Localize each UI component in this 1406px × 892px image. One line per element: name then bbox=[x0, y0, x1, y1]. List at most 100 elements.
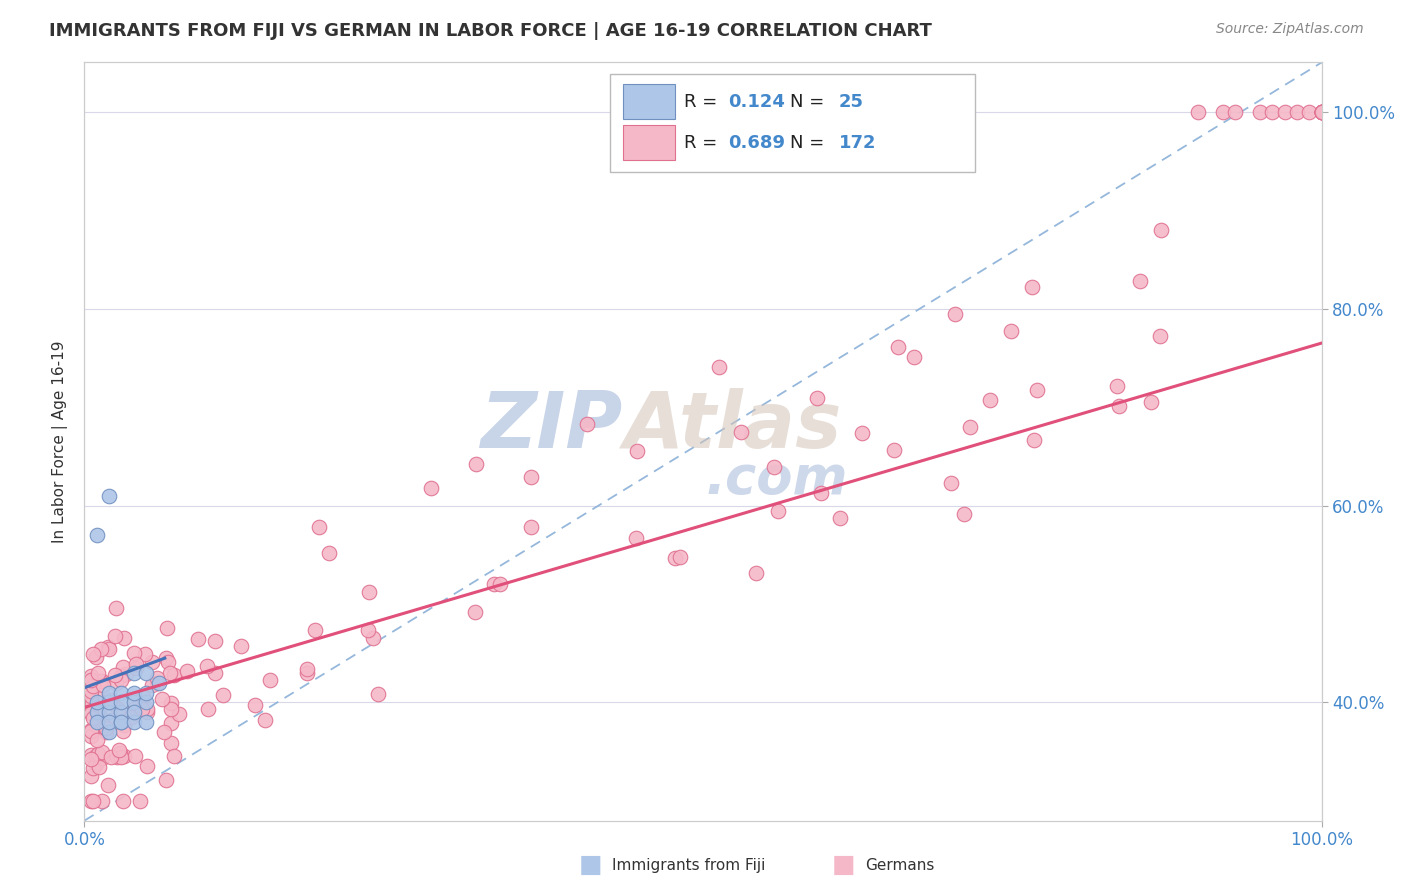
Text: ZIP: ZIP bbox=[481, 388, 623, 465]
Point bbox=[79, 794, 101, 808]
Point bbox=[90, 642, 112, 657]
Point bbox=[91, 678, 114, 692]
Point bbox=[1140, 395, 1163, 409]
Point bbox=[114, 666, 136, 681]
FancyBboxPatch shape bbox=[623, 126, 675, 161]
Point bbox=[110, 668, 132, 682]
Point bbox=[97, 640, 120, 654]
Point bbox=[105, 676, 128, 690]
Point bbox=[806, 391, 828, 405]
Point bbox=[79, 673, 101, 688]
Point bbox=[104, 628, 127, 642]
Point bbox=[104, 601, 127, 615]
Point bbox=[1310, 104, 1333, 119]
Point bbox=[90, 674, 112, 689]
Point bbox=[187, 632, 209, 646]
Point bbox=[79, 706, 101, 720]
Point bbox=[367, 687, 389, 701]
Point bbox=[1187, 104, 1209, 119]
Point bbox=[135, 696, 157, 710]
Point bbox=[79, 769, 101, 783]
Point bbox=[624, 532, 647, 546]
Point bbox=[79, 752, 101, 766]
Point bbox=[98, 725, 121, 739]
Point bbox=[204, 633, 226, 648]
Point bbox=[1310, 104, 1333, 119]
Point bbox=[82, 679, 104, 693]
Text: Source: ZipAtlas.com: Source: ZipAtlas.com bbox=[1216, 22, 1364, 37]
Text: 0.689: 0.689 bbox=[728, 134, 785, 152]
Point bbox=[1021, 280, 1043, 294]
Point bbox=[107, 701, 129, 715]
Point bbox=[295, 662, 318, 676]
Point bbox=[135, 715, 157, 730]
Point bbox=[520, 519, 543, 533]
Point bbox=[959, 420, 981, 434]
Point bbox=[197, 702, 219, 716]
Point bbox=[160, 736, 183, 750]
Point bbox=[1105, 378, 1128, 392]
Point bbox=[304, 624, 326, 638]
Point bbox=[98, 685, 121, 699]
Point bbox=[157, 655, 180, 669]
Point bbox=[1149, 328, 1171, 343]
Point bbox=[176, 665, 198, 679]
Point bbox=[361, 632, 384, 646]
Point bbox=[90, 794, 112, 808]
Point bbox=[98, 715, 121, 730]
Point bbox=[1212, 104, 1234, 119]
Point bbox=[86, 715, 108, 730]
Point bbox=[1310, 104, 1333, 119]
Point bbox=[979, 392, 1001, 407]
Point bbox=[86, 733, 108, 747]
Point bbox=[465, 457, 488, 471]
Point bbox=[124, 701, 146, 715]
Text: N =: N = bbox=[790, 134, 830, 152]
Point bbox=[883, 442, 905, 457]
Point bbox=[112, 631, 135, 645]
Point bbox=[134, 647, 156, 661]
Point bbox=[79, 706, 101, 721]
Point bbox=[626, 444, 648, 458]
Point bbox=[79, 692, 101, 706]
Point bbox=[136, 759, 159, 773]
Point bbox=[810, 486, 832, 500]
Point bbox=[148, 675, 170, 690]
Point bbox=[122, 715, 145, 730]
Text: R =: R = bbox=[685, 134, 724, 152]
Point bbox=[86, 690, 108, 704]
Text: ■: ■ bbox=[832, 854, 855, 877]
Point bbox=[212, 688, 235, 702]
Point bbox=[1261, 104, 1284, 119]
FancyBboxPatch shape bbox=[623, 85, 675, 120]
Point bbox=[91, 751, 114, 765]
Point bbox=[84, 649, 107, 664]
Point bbox=[86, 717, 108, 731]
Point bbox=[87, 747, 110, 761]
Point bbox=[82, 794, 104, 808]
Point bbox=[98, 489, 121, 503]
Point bbox=[153, 725, 176, 739]
Point bbox=[136, 702, 159, 716]
Point bbox=[107, 750, 129, 764]
Point bbox=[1310, 104, 1333, 119]
Point bbox=[159, 716, 181, 731]
Point bbox=[79, 689, 101, 703]
Point bbox=[101, 696, 124, 710]
Point bbox=[1310, 104, 1333, 119]
Point bbox=[1310, 104, 1333, 119]
Point bbox=[112, 749, 135, 764]
Point bbox=[162, 667, 184, 681]
Point bbox=[707, 360, 730, 375]
Point bbox=[146, 675, 169, 690]
Point bbox=[131, 702, 153, 716]
Point bbox=[100, 693, 122, 707]
Point bbox=[110, 715, 132, 730]
Point bbox=[318, 545, 340, 559]
Point bbox=[132, 690, 155, 704]
Point bbox=[1298, 104, 1320, 119]
Point bbox=[79, 723, 101, 738]
Point bbox=[100, 713, 122, 727]
Point bbox=[1000, 324, 1022, 338]
Point bbox=[110, 706, 132, 720]
